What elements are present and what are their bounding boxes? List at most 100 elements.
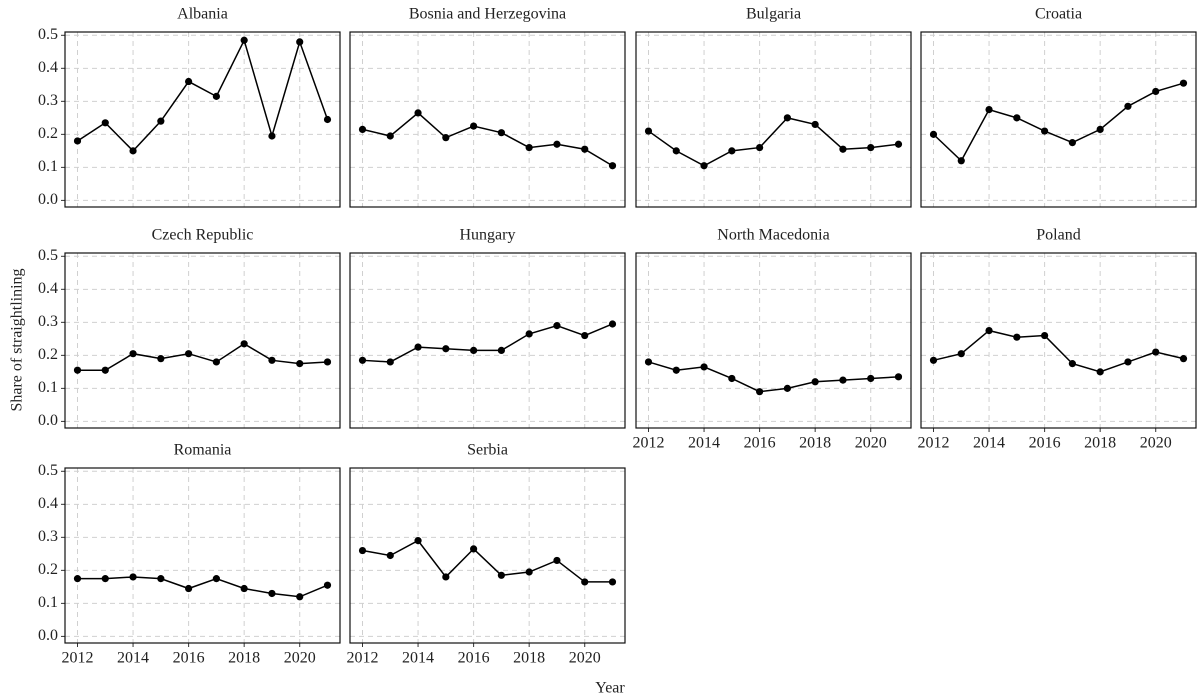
- panel-frame: [64, 31, 341, 208]
- panel-title: North Macedonia: [717, 227, 829, 244]
- line: [648, 361, 899, 393]
- line: [77, 576, 328, 598]
- point: [1124, 358, 1132, 366]
- point: [1068, 360, 1076, 368]
- point: [358, 356, 367, 364]
- point: [894, 140, 903, 148]
- point: [240, 340, 248, 348]
- point: [157, 355, 165, 363]
- point: [985, 326, 993, 335]
- point: [525, 568, 533, 576]
- point: [101, 366, 109, 374]
- point: [985, 105, 993, 114]
- y-tick-label: 0.2: [38, 125, 58, 142]
- panel-title: Romania: [174, 442, 232, 459]
- point: [296, 38, 304, 46]
- point: [644, 358, 653, 366]
- point: [358, 546, 367, 555]
- point: [957, 350, 965, 358]
- point: [929, 356, 938, 364]
- panel-title: Serbia: [467, 442, 508, 459]
- y-tick-label: 0.5: [38, 247, 58, 264]
- point: [783, 114, 791, 122]
- x-tick-label: 2020: [855, 435, 887, 452]
- y-tick-label: 0.3: [38, 528, 58, 545]
- point: [811, 378, 819, 386]
- point: [1179, 355, 1188, 363]
- y-tick-label: 0.4: [38, 495, 58, 512]
- point: [553, 140, 561, 148]
- point: [497, 129, 505, 137]
- panel-frame: [635, 31, 912, 208]
- line: [77, 38, 329, 152]
- point: [268, 589, 276, 598]
- y-axis-label: Share of straightlining: [9, 268, 26, 411]
- point: [608, 578, 617, 586]
- point: [268, 132, 276, 140]
- point: [414, 343, 422, 351]
- point: [323, 581, 332, 589]
- x-tick-label: 2012: [918, 435, 950, 452]
- line: [932, 82, 1184, 162]
- point: [957, 157, 965, 165]
- point: [608, 162, 617, 170]
- x-tick-label: 2016: [173, 650, 205, 667]
- point: [442, 134, 450, 142]
- point: [525, 143, 533, 152]
- x-tick-label: 2020: [284, 650, 316, 667]
- x-tick-label: 2016: [744, 435, 776, 452]
- point: [414, 537, 422, 545]
- point: [129, 573, 137, 581]
- point: [1068, 139, 1076, 147]
- y-tick-label: 0.0: [38, 627, 58, 644]
- x-tick-label: 2016: [1029, 435, 1061, 452]
- panel-title: Czech Republic: [152, 227, 254, 244]
- point: [212, 92, 220, 100]
- point: [323, 358, 332, 366]
- y-tick-label: 0.4: [38, 59, 58, 76]
- panel-title: Poland: [1036, 227, 1080, 244]
- point: [212, 575, 220, 583]
- point: [867, 374, 875, 383]
- point: [1013, 114, 1021, 122]
- y-tick-label: 0.0: [38, 412, 58, 429]
- point: [1179, 79, 1188, 87]
- point: [73, 575, 82, 583]
- panel-title: Hungary: [460, 227, 516, 244]
- panel-frame: [64, 252, 341, 429]
- y-tick-label: 0.2: [38, 561, 58, 578]
- point: [525, 330, 533, 338]
- point: [644, 127, 653, 135]
- y-tick-label: 0.1: [38, 158, 58, 175]
- panel-title: Bulgaria: [746, 6, 801, 23]
- point: [783, 384, 791, 392]
- panel-frame: [920, 252, 1197, 429]
- point: [1013, 333, 1021, 341]
- point: [185, 584, 193, 593]
- point: [1096, 368, 1104, 376]
- panel-title: Albania: [177, 6, 228, 23]
- point: [414, 109, 422, 117]
- point: [212, 358, 220, 366]
- point: [1041, 127, 1049, 135]
- point: [323, 115, 332, 124]
- point: [608, 320, 617, 328]
- y-tick-label: 0.3: [38, 92, 58, 109]
- point: [73, 137, 82, 145]
- point: [129, 350, 137, 358]
- x-tick-label: 2020: [1140, 435, 1172, 452]
- x-tick-label: 2012: [633, 435, 665, 452]
- y-tick-label: 0.3: [38, 313, 58, 330]
- point: [894, 373, 903, 381]
- line: [77, 342, 328, 371]
- x-tick-label: 2014: [973, 435, 1005, 452]
- point: [101, 575, 109, 583]
- point: [672, 366, 680, 374]
- line: [933, 329, 1184, 373]
- point: [839, 145, 847, 153]
- point: [700, 363, 708, 371]
- point: [442, 345, 450, 353]
- point: [442, 573, 450, 581]
- panel-title: Croatia: [1035, 6, 1082, 23]
- point: [867, 143, 875, 152]
